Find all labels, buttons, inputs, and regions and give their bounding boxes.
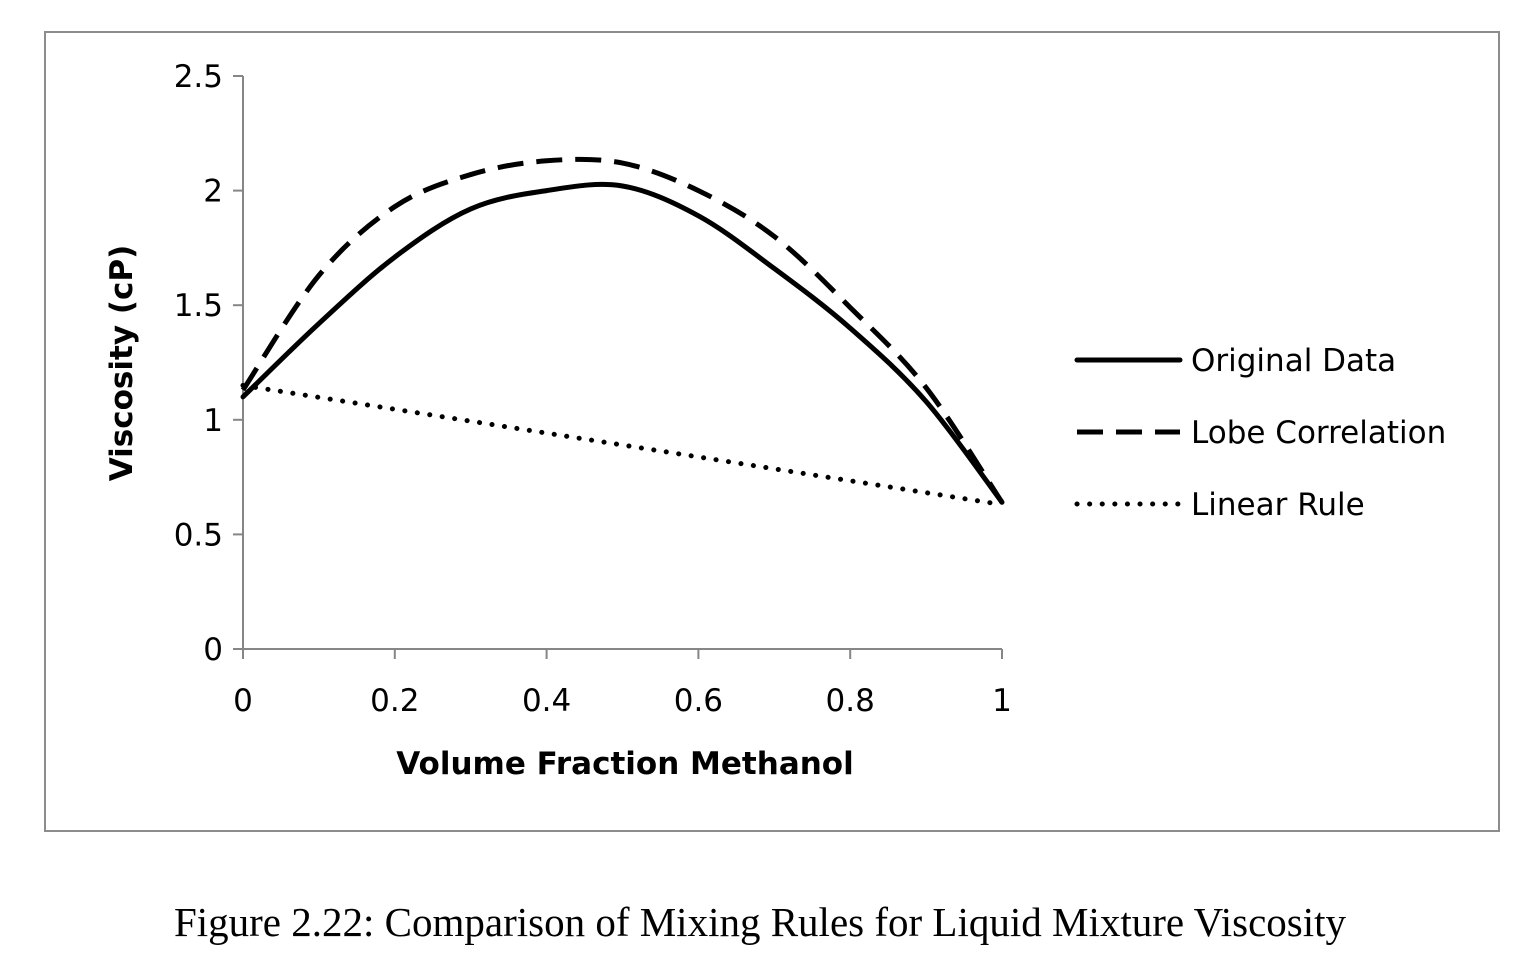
legend-layer: Original Data Lobe Correlation Linear Rule bbox=[1074, 343, 1446, 523]
x-tick-label: 0.6 bbox=[674, 683, 723, 719]
y-tick-label: 2.5 bbox=[174, 59, 223, 95]
series-layer bbox=[240, 156, 1005, 508]
x-tick-label: 0 bbox=[233, 683, 253, 719]
y-tick-label: 0.5 bbox=[174, 517, 223, 553]
axes-layer: 0 0.5 1 1.5 2 2.5 0 0.2 0.4 0.6 0.8 1 bbox=[174, 59, 1012, 719]
x-tick-label: 0.8 bbox=[826, 683, 875, 719]
legend-label: Original Data bbox=[1191, 343, 1396, 379]
figure-caption: Figure 2.22: Comparison of Mixing Rules … bbox=[173, 899, 1347, 945]
x-tick-label: 0.2 bbox=[370, 683, 419, 719]
y-axis-title: Viscosity (cP) bbox=[104, 245, 140, 482]
series-line-linear-rule bbox=[240, 382, 1005, 508]
legend-label: Lobe Correlation bbox=[1191, 415, 1446, 451]
y-tick-label: 2 bbox=[203, 174, 223, 210]
x-tick-label: 0.4 bbox=[522, 683, 571, 719]
series-line-lobe-correlation bbox=[240, 156, 1005, 504]
x-axis-title: Volume Fraction Methanol bbox=[396, 746, 853, 782]
y-tick-label: 1 bbox=[203, 403, 223, 439]
y-tick-label: 0 bbox=[203, 632, 223, 668]
legend-label: Linear Rule bbox=[1191, 487, 1365, 523]
chart-svg: 0 0.5 1 1.5 2 2.5 0 0.2 0.4 0.6 0.8 1 Original Data… bbox=[104, 59, 1446, 782]
x-tick-label: 1 bbox=[992, 683, 1012, 719]
series-line-original-data bbox=[240, 181, 1005, 505]
chart-frame: 0 0.5 1 1.5 2 2.5 0 0.2 0.4 0.6 0.8 1 Original Data… bbox=[44, 31, 1500, 832]
y-tick-label: 1.5 bbox=[174, 288, 223, 324]
